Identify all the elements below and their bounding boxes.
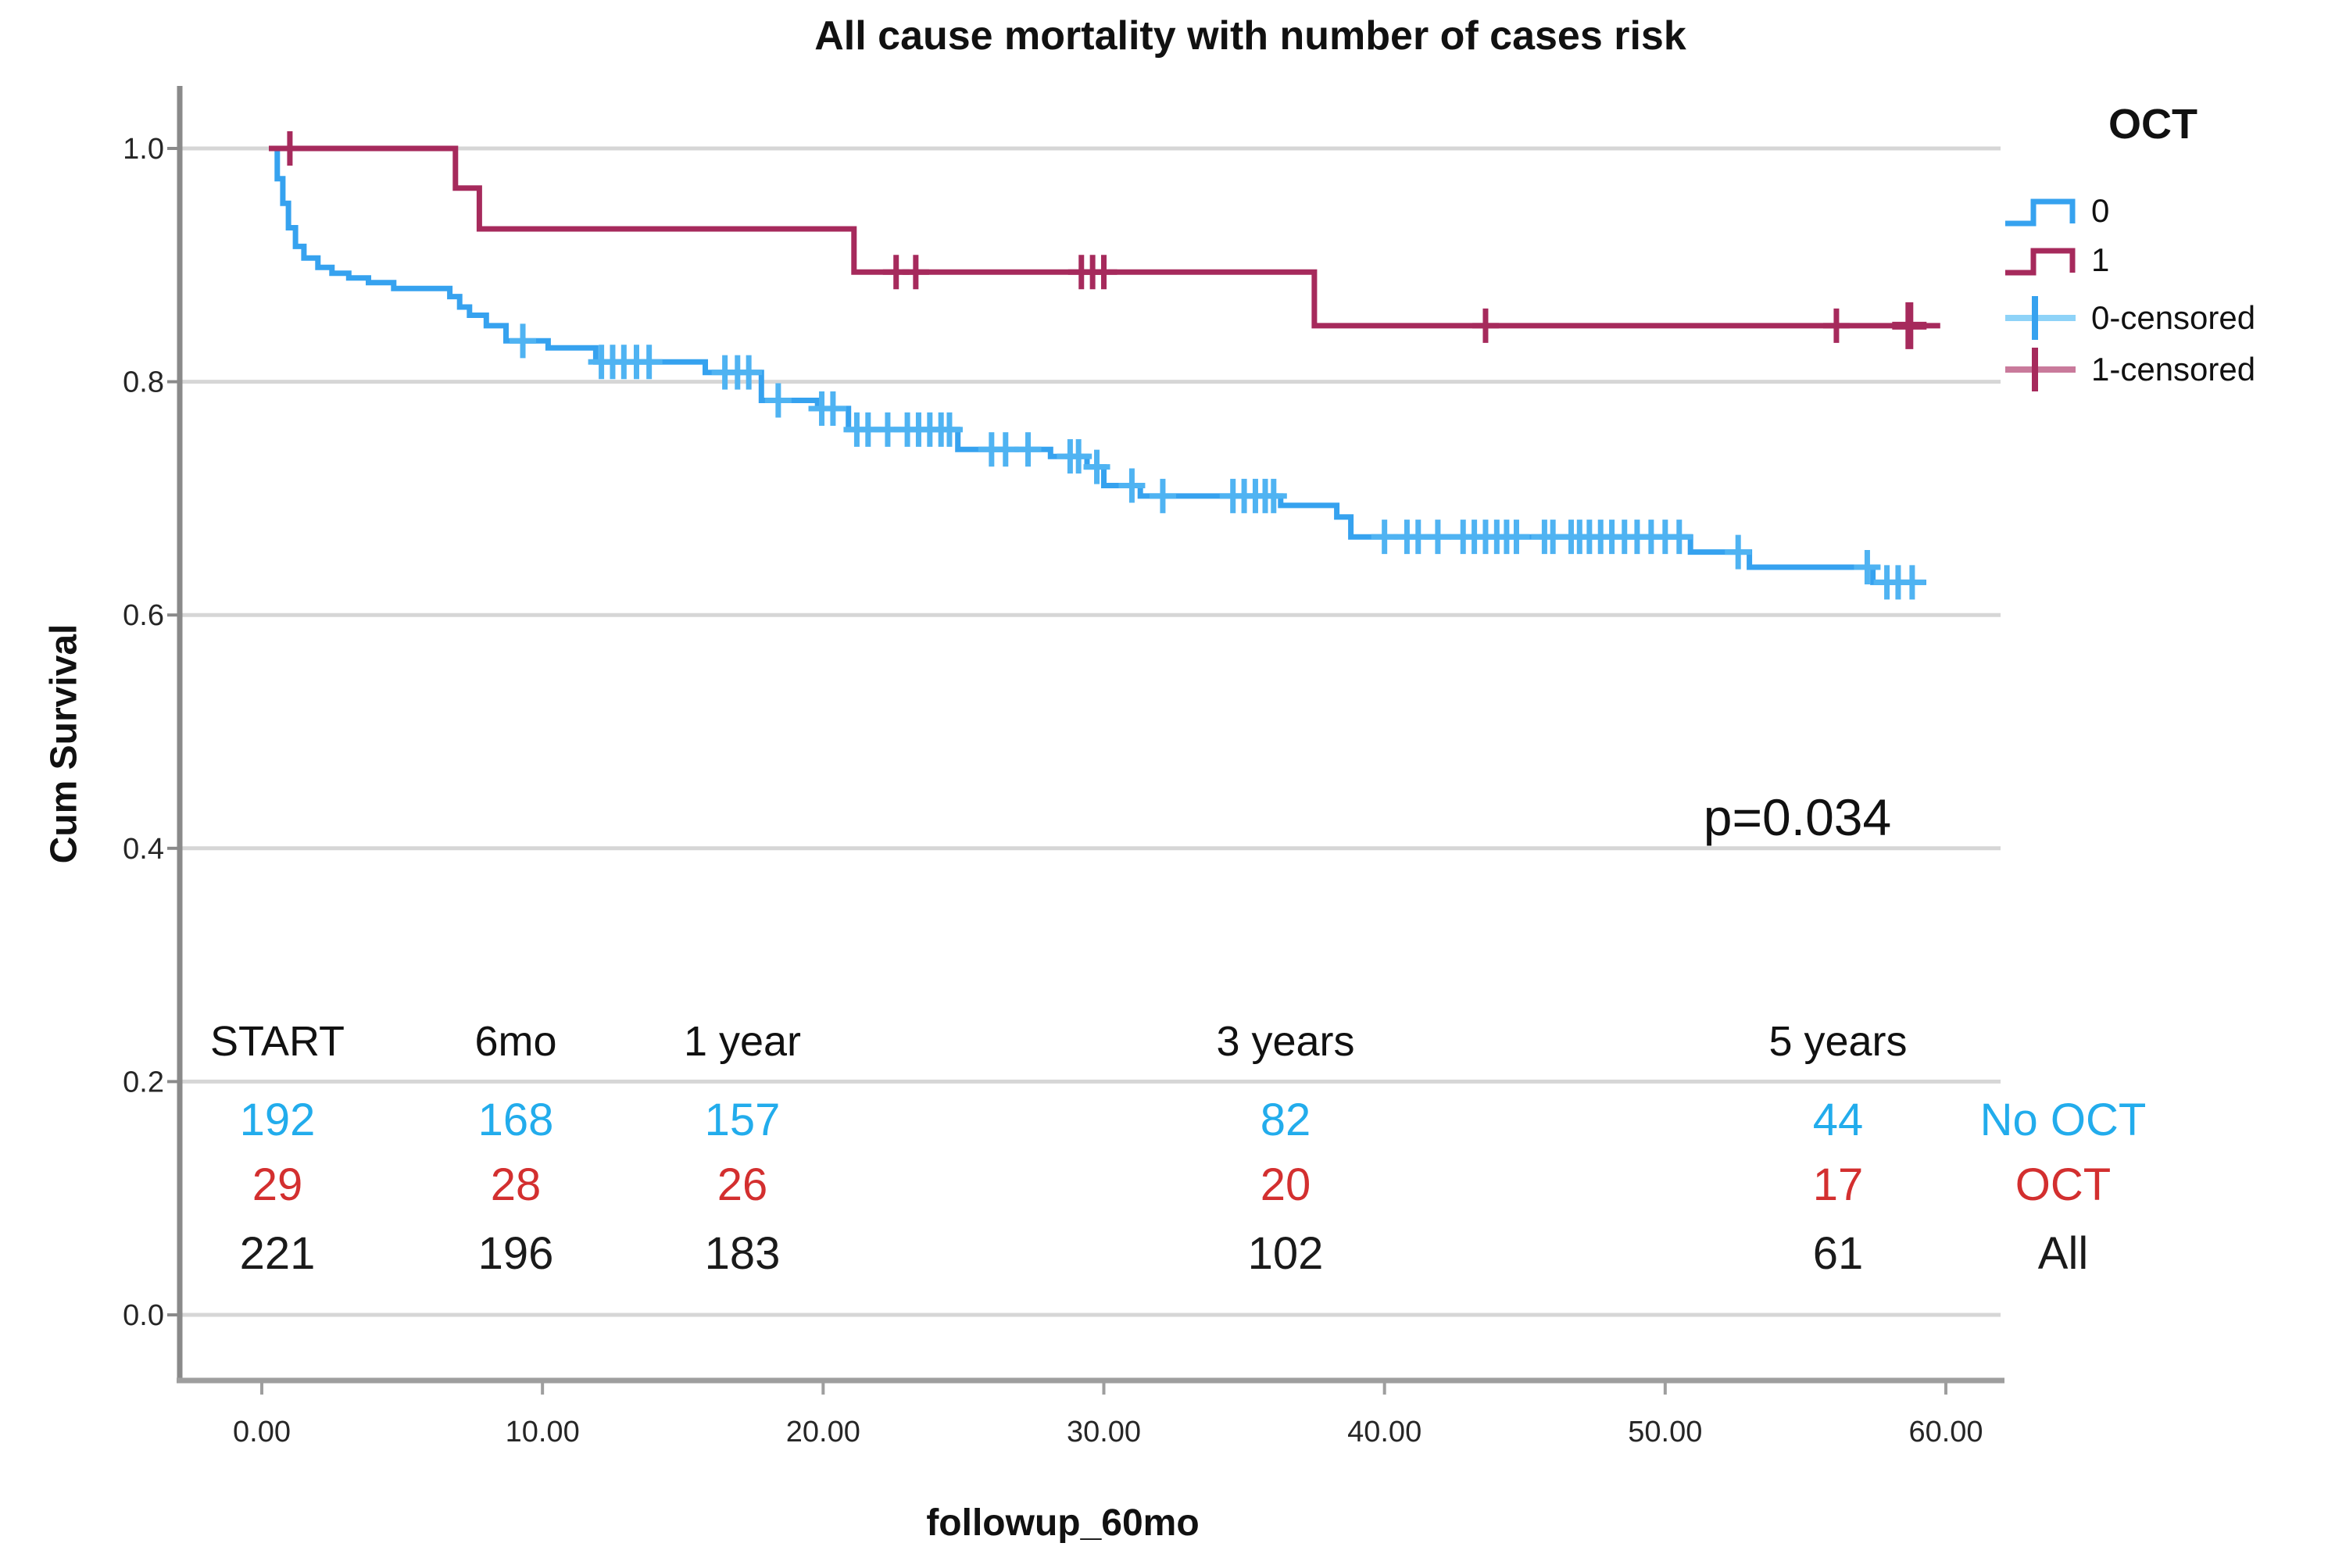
legend-item-label: 0-censored <box>2091 299 2256 336</box>
legend-title: OCT <box>2108 101 2197 148</box>
survival-curve-1 <box>269 145 1940 329</box>
legend-item-0: 0 <box>2004 186 2109 236</box>
risk-table-value: 17 <box>1813 1159 1864 1210</box>
step-line-icon <box>2005 248 2076 276</box>
y-tick-label: 0.0 <box>123 1299 164 1332</box>
risk-table-value: 168 <box>478 1095 554 1145</box>
risk-table-header: 3 years <box>1216 1018 1354 1065</box>
x-tick-label: 50.00 <box>1628 1416 1702 1448</box>
legend-item-1: 1 <box>2004 235 2109 285</box>
risk-table-header: START <box>210 1018 345 1065</box>
legend-item-label: 1-censored <box>2091 351 2256 388</box>
risk-table-value: 221 <box>240 1228 316 1279</box>
legend-item-label: 0 <box>2091 192 2110 229</box>
x-tick-label: 0.00 <box>233 1416 291 1448</box>
risk-table-value: 28 <box>491 1159 542 1210</box>
censored-plus-icon <box>2005 296 2076 340</box>
risk-table-value: 102 <box>1248 1228 1324 1279</box>
legend-item-0-censored: 0-censored <box>2004 293 2255 343</box>
risk-table-header: 6mo <box>474 1018 556 1065</box>
risk-table-row-label: OCT <box>2015 1159 2111 1210</box>
x-tick-label: 40.00 <box>1347 1416 1421 1448</box>
risk-table-header: 1 year <box>684 1018 801 1065</box>
risk-table-row-label: All <box>2038 1228 2088 1279</box>
x-tick-label: 20.00 <box>786 1416 860 1448</box>
y-tick-label: 0.8 <box>123 366 164 399</box>
survival-curve-0 <box>271 145 1926 585</box>
step-line-icon <box>2005 198 2076 227</box>
risk-table-value: 26 <box>717 1159 768 1210</box>
legend-item-1-censored: 1-censored <box>2004 345 2255 395</box>
y-tick-label: 0.2 <box>123 1066 164 1098</box>
x-tick-label: 60.00 <box>1908 1416 1983 1448</box>
risk-table-value: 82 <box>1261 1095 1311 1145</box>
p-value-annotation: p=0.034 <box>1703 788 1892 846</box>
y-tick-label: 1.0 <box>123 133 164 166</box>
risk-table-value: 20 <box>1261 1159 1311 1210</box>
risk-table-value: 44 <box>1813 1095 1864 1145</box>
censored-plus-icon <box>2005 348 2076 391</box>
risk-table-value: 29 <box>252 1159 303 1210</box>
risk-table-value: 61 <box>1813 1228 1864 1279</box>
risk-table-row-label: No OCT <box>1980 1095 2147 1145</box>
x-tick-label: 10.00 <box>506 1416 580 1448</box>
x-axis-title: followup_60mo <box>926 1502 1200 1544</box>
risk-table-value: 183 <box>705 1228 781 1279</box>
y-axis-title: Cum Survival <box>43 623 85 864</box>
x-tick-label: 30.00 <box>1067 1416 1141 1448</box>
y-tick-label: 0.6 <box>123 599 164 632</box>
legend: OCT 0 1 0-censored 1-censored <box>2001 94 2328 438</box>
legend-item-label: 1 <box>2091 241 2110 278</box>
chart-title: All cause mortality with number of cases… <box>814 13 1686 59</box>
risk-table-value: 196 <box>478 1228 554 1279</box>
y-tick-label: 0.4 <box>123 833 164 866</box>
risk-table-value: 157 <box>705 1095 781 1145</box>
risk-table-value: 192 <box>240 1095 316 1145</box>
risk-table-header: 5 years <box>1768 1018 1907 1065</box>
